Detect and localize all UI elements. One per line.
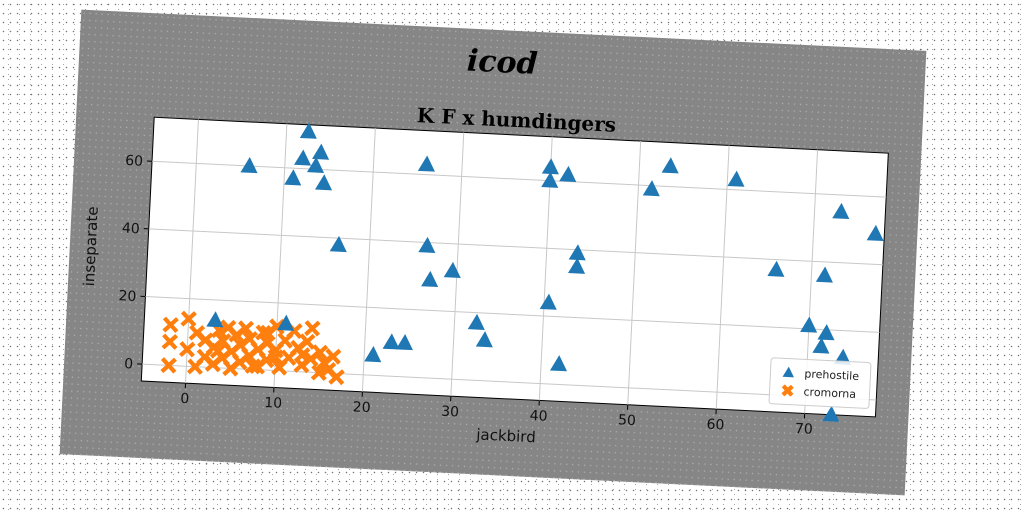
prehostile-point xyxy=(642,180,660,197)
prehostile-point xyxy=(306,156,325,174)
prehostile-point xyxy=(767,260,785,277)
prehostile-point xyxy=(817,324,835,341)
legend-label: cromorna xyxy=(803,385,856,401)
prehostile-point xyxy=(364,346,382,363)
data-marks xyxy=(160,122,884,422)
legend-marker-prehostile xyxy=(782,366,794,378)
y-tick-label: 60 xyxy=(125,153,144,170)
cromorna-point xyxy=(304,320,321,337)
x-tick-label: 60 xyxy=(706,417,725,434)
prehostile-point xyxy=(294,149,312,166)
cromorna-point xyxy=(293,346,311,364)
prehostile-point xyxy=(800,316,818,333)
x-axis-ticks: 0 10 20 30 40 50 60 70 xyxy=(180,383,814,438)
y-tick-label: 20 xyxy=(118,288,137,305)
prehostile-point xyxy=(312,143,330,160)
plot-area xyxy=(140,116,889,418)
prehostile-point xyxy=(467,313,485,330)
cromorna-point xyxy=(178,341,196,358)
cromorna-point xyxy=(310,364,328,381)
cromorna-point xyxy=(299,333,316,350)
y-tick-label: 0 xyxy=(124,356,134,372)
prehostile-point xyxy=(815,266,833,283)
prehostile-point xyxy=(284,169,302,186)
prehostile-point xyxy=(418,236,436,254)
prehostile-point xyxy=(299,122,317,139)
prehostile-point xyxy=(539,293,557,310)
prehostile-point xyxy=(727,170,745,187)
cromorna-point xyxy=(311,344,329,361)
y-tick-label: 40 xyxy=(122,221,141,238)
prehostile-point xyxy=(329,235,347,253)
x-tick-label: 10 xyxy=(264,395,283,412)
prehostile-point xyxy=(822,405,840,422)
y-axis-label: inseparate xyxy=(80,206,102,287)
prehostile-point xyxy=(206,311,224,328)
y-grid-line xyxy=(145,295,880,333)
prehostile-point xyxy=(475,331,493,348)
figure-suptitle: icod xyxy=(466,44,538,82)
prehostile-point xyxy=(866,224,884,242)
cromorna-point xyxy=(328,368,345,386)
prehostile-point xyxy=(559,165,577,182)
prehostile-point xyxy=(541,158,559,175)
scatter-chart: icod K F x humdingers 0 10 20 30 40 50 60 70 02… xyxy=(80,44,889,446)
x-tick-label: 70 xyxy=(795,421,814,438)
x-tick-label: 50 xyxy=(618,412,637,429)
cromorna-point xyxy=(162,316,179,334)
prehostile-point xyxy=(812,337,830,354)
prehostile-point xyxy=(443,261,461,278)
legend-box xyxy=(768,357,872,409)
cromorna-point xyxy=(244,357,262,375)
cromorna-point xyxy=(160,357,177,374)
prehostile-point xyxy=(382,333,400,350)
x-tick-label: 30 xyxy=(441,404,460,421)
x-tick-label: 0 xyxy=(180,391,190,407)
cromorna-point xyxy=(267,348,284,366)
legend-marker-cromorna xyxy=(781,384,794,397)
prehostile-point xyxy=(832,202,850,220)
cromorna-point xyxy=(237,320,255,337)
prehostile-point xyxy=(661,157,679,174)
x-axis-label: jackbird xyxy=(475,425,536,446)
legend-label: prehostile xyxy=(804,367,859,383)
prehostile-point xyxy=(549,355,568,372)
y-grid-line xyxy=(152,160,887,198)
x-tick-label: 20 xyxy=(352,399,371,416)
cromorna-point xyxy=(255,324,272,341)
prehostile-point xyxy=(395,334,413,351)
cromorna-point xyxy=(161,333,179,350)
cromorna-point xyxy=(259,324,276,342)
prehostile-point xyxy=(568,257,586,274)
prehostile-point xyxy=(568,244,586,261)
legend: prehostile cromorna xyxy=(768,357,872,409)
cromorna-point xyxy=(180,310,197,328)
prehostile-point xyxy=(421,270,439,288)
cromorna-point xyxy=(324,348,342,365)
prehostile-point xyxy=(240,157,258,174)
prehostile-point xyxy=(314,174,333,191)
y-grid-line xyxy=(148,228,883,266)
prehostile-point xyxy=(277,314,295,331)
x-tick-label: 40 xyxy=(529,408,548,425)
y-axis-ticks: 0 20 40 60 xyxy=(118,153,153,373)
cromorna-point xyxy=(209,342,227,360)
prehostile-point xyxy=(417,155,435,172)
prehostile-point xyxy=(541,171,559,188)
y-grid-line xyxy=(142,363,877,401)
